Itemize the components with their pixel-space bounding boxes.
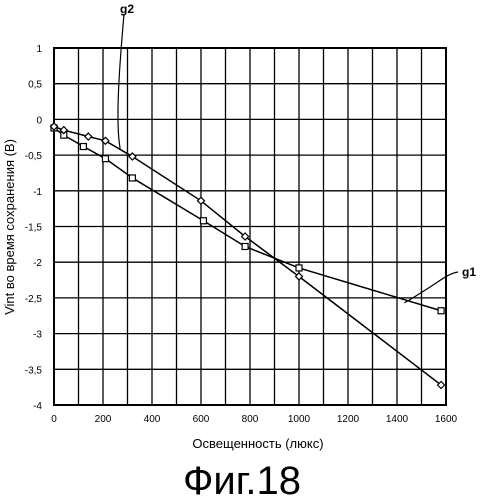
x-tick-label: 1200	[337, 414, 360, 425]
series-label-g2: g2	[120, 2, 134, 16]
x-tick-label: 1400	[386, 414, 409, 425]
series-layer	[51, 123, 445, 388]
data-point-g1	[102, 156, 108, 162]
y-tick-label: -4	[33, 401, 42, 412]
x-tick-label: 0	[51, 414, 57, 425]
series-label-g1: g1	[462, 265, 476, 279]
data-point-g1	[296, 265, 302, 271]
y-tick-label: -2	[33, 258, 42, 269]
y-tick-label: 0,5	[28, 80, 42, 91]
callout-leader-g2	[118, 14, 124, 149]
grid	[54, 48, 446, 405]
y-tick-label: 1	[36, 44, 42, 55]
x-tick-label: 200	[95, 414, 112, 425]
figure-caption: Фиг.18	[183, 459, 301, 500]
x-tick-label: 1600	[435, 414, 458, 425]
y-tick-label: -1	[33, 187, 42, 198]
y-tick-label: -1,5	[25, 223, 43, 234]
data-point-g1	[80, 144, 86, 150]
series-g1	[51, 125, 444, 314]
data-point-g1	[200, 218, 206, 224]
x-axis-label: Освещенность (люкс)	[192, 436, 323, 451]
data-point-g1	[129, 175, 135, 181]
y-axis-label: Vint во время сохранения (В)	[2, 139, 17, 315]
x-tick-labels: 0 200 400 600 800 1000 1200 1400 1600	[51, 414, 457, 425]
x-tick-label: 1000	[288, 414, 311, 425]
series-g2	[51, 123, 445, 388]
y-tick-label: 0	[36, 115, 42, 126]
y-tick-label: -3	[33, 330, 42, 341]
data-point-g2	[85, 133, 92, 140]
x-tick-label: 600	[193, 414, 210, 425]
y-tick-labels: 1 0,5 0 -0,5 -1 -1,5 -2 -2,5 -3 -3,5 -4	[25, 44, 43, 412]
data-point-g1	[438, 308, 444, 314]
data-point-g1	[242, 243, 248, 249]
y-tick-label: -0,5	[25, 151, 43, 162]
y-tick-label: -2,5	[25, 294, 43, 305]
series-line-g2	[54, 127, 441, 385]
x-tick-label: 800	[242, 414, 259, 425]
y-tick-label: -3,5	[25, 365, 43, 376]
x-tick-label: 400	[144, 414, 161, 425]
